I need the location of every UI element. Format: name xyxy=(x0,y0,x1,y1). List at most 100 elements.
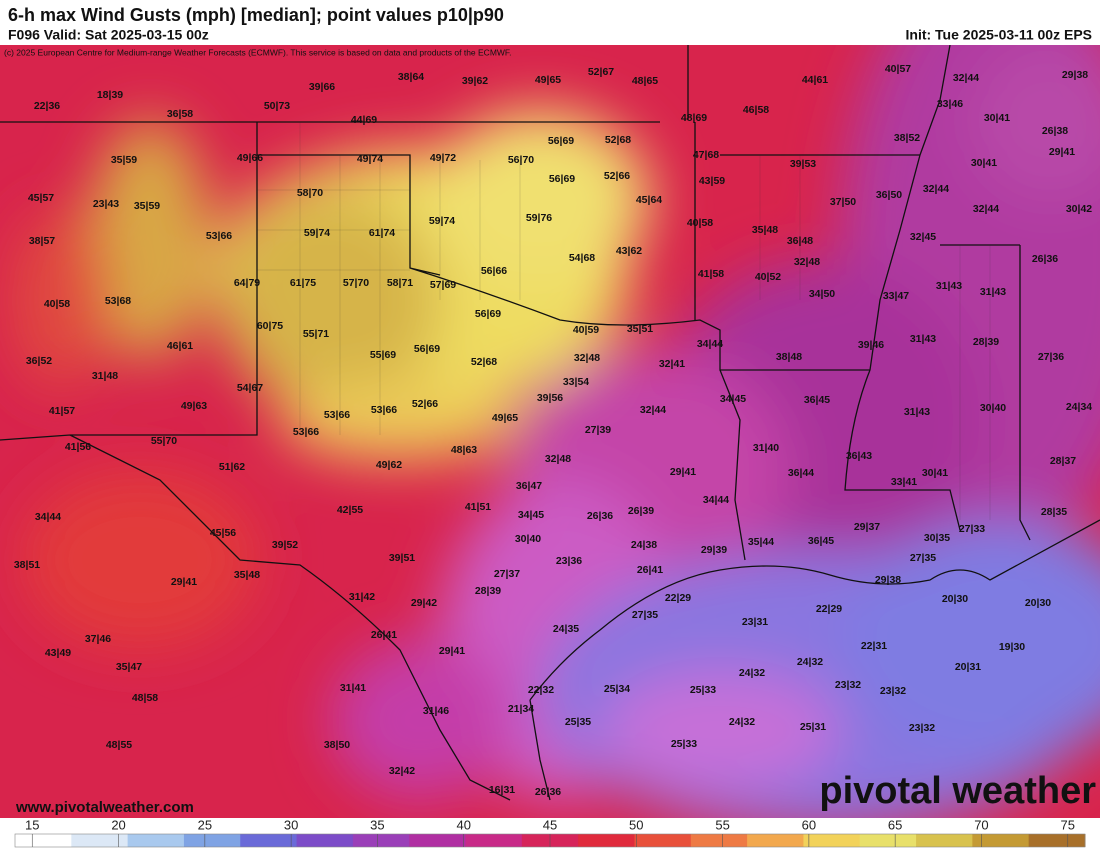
point-value: 29|41 xyxy=(1049,146,1075,158)
point-value: 55|70 xyxy=(151,435,177,447)
point-value: 48|69 xyxy=(681,112,707,124)
colorbar: 15 20 25 30 35 40 45 50 55 60 65 70 75 xyxy=(14,817,1086,848)
point-value: 25|31 xyxy=(800,721,826,733)
point-value: 35|44 xyxy=(748,536,774,548)
point-value: 35|59 xyxy=(111,154,137,166)
point-value: 27|35 xyxy=(632,609,658,621)
point-value: 64|79 xyxy=(234,277,260,289)
point-value: 31|43 xyxy=(910,333,936,345)
colorbar-tick-label: 60 xyxy=(802,817,816,832)
point-value: 53|66 xyxy=(206,230,232,242)
point-value: 31|43 xyxy=(980,286,1006,298)
point-value: 34|44 xyxy=(35,511,61,523)
colorbar-tick-label: 30 xyxy=(284,817,298,832)
point-value: 52|66 xyxy=(412,398,438,410)
colorbar-swatch xyxy=(916,834,973,847)
point-value: 49|63 xyxy=(181,400,207,412)
point-value: 48|58 xyxy=(132,692,158,704)
point-value: 31|43 xyxy=(904,406,930,418)
point-value: 24|32 xyxy=(729,716,755,728)
point-value: 39|51 xyxy=(389,552,415,564)
point-value: 31|43 xyxy=(936,280,962,292)
point-value: 26|36 xyxy=(587,510,613,522)
point-value: 40|57 xyxy=(885,63,911,75)
point-value: 23|32 xyxy=(880,685,906,697)
point-value: 60|75 xyxy=(257,320,283,332)
valid-time: F096 Valid: Sat 2025-03-15 00z xyxy=(8,27,209,43)
point-value: 48|65 xyxy=(632,75,658,87)
point-value: 35|48 xyxy=(234,569,260,581)
point-value: 32|41 xyxy=(659,358,685,370)
point-value: 24|35 xyxy=(553,623,579,635)
point-value: 39|66 xyxy=(309,81,335,93)
point-value: 29|42 xyxy=(411,597,437,609)
point-value: 39|56 xyxy=(537,392,563,404)
point-value: 44|61 xyxy=(802,74,828,86)
point-value: 45|56 xyxy=(210,527,236,539)
colorbar-swatch xyxy=(465,834,523,847)
point-value: 31|40 xyxy=(753,442,779,454)
point-value: 26|41 xyxy=(371,629,397,641)
point-value: 33|46 xyxy=(937,98,963,110)
point-value: 45|64 xyxy=(636,194,662,206)
point-value: 30|42 xyxy=(1066,203,1092,215)
colorbar-tick-label: 65 xyxy=(888,817,902,832)
point-value: 53|66 xyxy=(324,409,350,421)
colorbar-swatch xyxy=(71,834,129,847)
point-value: 51|62 xyxy=(219,461,245,473)
point-value: 28|35 xyxy=(1041,506,1067,518)
point-value: 32|48 xyxy=(545,453,571,465)
point-value: 31|41 xyxy=(340,682,366,694)
point-value: 36|44 xyxy=(788,467,814,479)
point-value: 27|33 xyxy=(959,523,985,535)
point-value: 26|38 xyxy=(1042,125,1068,137)
point-value: 39|62 xyxy=(462,75,488,87)
point-value: 30|41 xyxy=(971,157,997,169)
colorbar-tick-label: 20 xyxy=(111,817,125,832)
point-value: 59|74 xyxy=(429,215,455,227)
point-value: 26|39 xyxy=(628,505,654,517)
point-value: 40|52 xyxy=(755,271,781,283)
point-value: 41|58 xyxy=(698,268,724,280)
point-value: 24|32 xyxy=(739,667,765,679)
point-value: 38|64 xyxy=(398,71,424,83)
point-value: 19|30 xyxy=(999,641,1025,653)
point-value: 56|69 xyxy=(548,135,574,147)
point-value: 39|53 xyxy=(790,158,816,170)
point-value: 36|58 xyxy=(167,108,193,120)
point-value: 22|36 xyxy=(34,100,60,112)
point-value: 35|48 xyxy=(752,224,778,236)
colorbar-swatch xyxy=(183,834,241,847)
point-value: 50|73 xyxy=(264,100,290,112)
colorbar-swatch xyxy=(409,834,467,847)
point-value: 49|62 xyxy=(376,459,402,471)
point-value: 36|50 xyxy=(876,189,902,201)
point-value: 29|37 xyxy=(854,521,880,533)
point-value: 16|31 xyxy=(489,784,515,796)
point-value: 49|66 xyxy=(237,152,263,164)
point-value: 45|57 xyxy=(28,192,54,204)
point-value: 58|70 xyxy=(297,187,323,199)
point-value: 37|50 xyxy=(830,196,856,208)
map-field xyxy=(0,45,1100,818)
brand-logo: pivotal weather xyxy=(819,770,1096,812)
point-value: 32|45 xyxy=(910,231,936,243)
point-value: 34|44 xyxy=(697,338,723,350)
point-value: 22|29 xyxy=(816,603,842,615)
point-value: 25|33 xyxy=(690,684,716,696)
point-value: 46|61 xyxy=(167,340,193,352)
point-value: 22|31 xyxy=(861,640,887,652)
point-value: 38|52 xyxy=(894,132,920,144)
point-value: 27|37 xyxy=(494,568,520,580)
point-value: 34|50 xyxy=(809,288,835,300)
colorbar-swatch xyxy=(352,834,410,847)
colorbar-tick-label: 55 xyxy=(715,817,729,832)
point-value: 56|69 xyxy=(475,308,501,320)
point-value: 24|38 xyxy=(631,539,657,551)
point-value: 40|58 xyxy=(687,217,713,229)
point-value: 36|43 xyxy=(846,450,872,462)
point-value: 38|50 xyxy=(324,739,350,751)
point-value: 52|67 xyxy=(588,66,614,78)
point-value: 41|56 xyxy=(65,441,91,453)
point-value: 33|41 xyxy=(891,476,917,488)
